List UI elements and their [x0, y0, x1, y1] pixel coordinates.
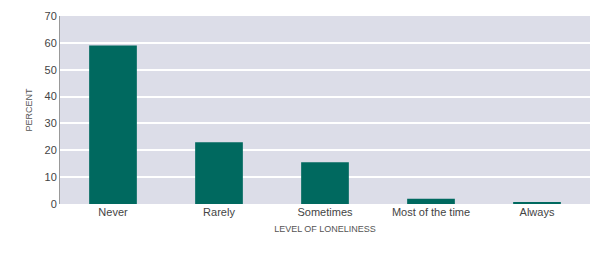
svg-text:50: 50	[45, 64, 57, 76]
svg-text:Never: Never	[98, 206, 128, 218]
svg-text:30: 30	[45, 117, 57, 129]
svg-text:Most of the time: Most of the time	[392, 206, 470, 218]
svg-text:0: 0	[51, 198, 57, 210]
svg-text:40: 40	[45, 90, 57, 102]
svg-text:60: 60	[45, 37, 57, 49]
svg-text:LEVEL OF LONELINESS: LEVEL OF LONELINESS	[274, 224, 376, 234]
svg-text:20: 20	[45, 144, 57, 156]
svg-text:Sometimes: Sometimes	[297, 206, 353, 218]
svg-text:Rarely: Rarely	[203, 206, 235, 218]
svg-text:70: 70	[45, 10, 57, 22]
svg-text:PERCENT: PERCENT	[24, 88, 34, 132]
svg-text:10: 10	[45, 171, 57, 183]
svg-text:Always: Always	[520, 206, 555, 218]
